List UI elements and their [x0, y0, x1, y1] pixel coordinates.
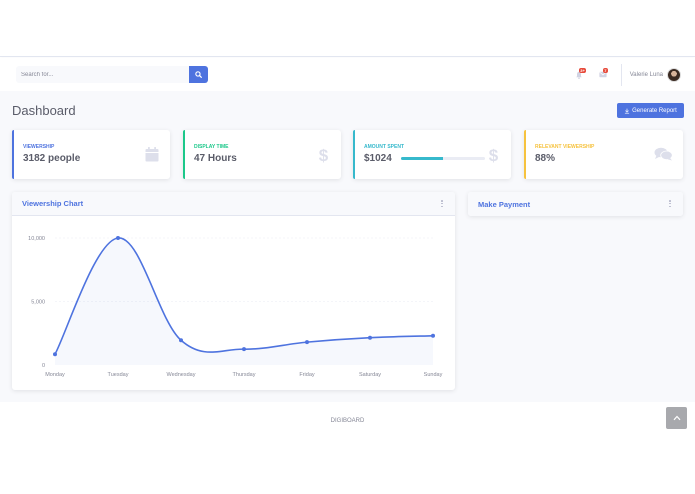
calendar-icon	[144, 145, 160, 163]
viewership-line-chart: 0 5,000 10,000 Monday Tuesday Wednesday Thursd…	[28, 236, 443, 378]
footer: DIGIBOARD	[0, 402, 695, 440]
ellipsis-v-icon[interactable]	[441, 200, 443, 207]
card-accent	[353, 130, 355, 179]
chart-point	[116, 236, 120, 240]
navbar-right: 3+ 7 Valerie Luna	[567, 58, 695, 91]
card-amount-spent: AMOUNT SPENT $1024 $	[353, 130, 511, 179]
search-icon	[195, 71, 202, 78]
ellipsis-v-icon[interactable]	[669, 200, 671, 207]
envelope-icon	[599, 71, 607, 78]
chart-point	[53, 352, 57, 357]
chart-x-tick-label: Monday	[45, 372, 65, 378]
svg-text:$: $	[318, 146, 328, 163]
dollar-icon: $	[485, 145, 501, 163]
card-relevant-viewership: RELEVANT VIEWERSHIP 88%	[524, 130, 683, 179]
panel-header: Make Payment	[468, 192, 683, 216]
chart-point	[431, 333, 435, 338]
viewership-chart-panel: Viewership Chart 0 5,000 10,000 Monday Tuesd…	[12, 192, 455, 390]
chart-x-tick-label: Thursday	[233, 372, 256, 378]
dollar-icon: $	[315, 145, 331, 163]
card-value: $1024	[364, 153, 392, 164]
chart-point	[368, 335, 372, 340]
user-name[interactable]: Valerie Luna	[629, 71, 663, 78]
card-label: DISPLAY TIME	[194, 144, 229, 150]
progress-fill	[401, 157, 443, 160]
avatar[interactable]	[667, 67, 681, 82]
comments-icon	[653, 145, 673, 163]
panel-title: Viewership Chart	[22, 199, 84, 208]
chart-y-tick-label: 10,000	[28, 236, 45, 242]
chart-x-tick-label: Wednesday	[167, 372, 196, 378]
generate-report-label: Generate Report	[632, 107, 677, 114]
card-value: 88%	[535, 153, 556, 164]
progress-bar	[401, 157, 485, 160]
chart-point	[179, 338, 183, 343]
top-navbar: 3+ 7 Valerie Luna	[0, 58, 695, 91]
chart-y-tick-label: 5,000	[31, 300, 45, 306]
chart-point	[242, 347, 246, 352]
chart-x-tick-label: Sunday	[424, 372, 443, 378]
messages-badge: 7	[602, 68, 608, 73]
footer-text: DIGIBOARD	[330, 418, 365, 424]
search-input[interactable]	[16, 66, 189, 83]
topbar-divider	[620, 63, 622, 86]
top-blank-area	[0, 0, 695, 57]
search-button[interactable]	[189, 66, 208, 83]
chart-series-line	[54, 237, 434, 355]
main-content: Dashboard Generate Report VIEWERSHIP 318…	[0, 91, 695, 402]
search-form	[16, 66, 208, 83]
card-label: RELEVANT VIEWERSHIP	[535, 144, 595, 150]
card-accent	[12, 130, 14, 179]
card-label: VIEWERSHIP	[23, 144, 55, 150]
card-value: 3182 people	[23, 153, 81, 164]
card-display-time: DISPLAY TIME 47 Hours $	[183, 130, 341, 179]
scroll-to-top-button[interactable]	[666, 407, 687, 429]
alerts-badge: 3+	[578, 68, 587, 73]
chart-point	[305, 340, 309, 345]
chart-x-tick-label: Tuesday	[108, 372, 129, 378]
chevron-up-icon	[673, 415, 680, 421]
messages-dropdown[interactable]: 7	[591, 58, 615, 91]
card-value: 47 Hours	[194, 153, 237, 164]
chart-x-tick-label: Friday	[299, 372, 315, 378]
download-icon	[625, 108, 630, 114]
generate-report-button[interactable]: Generate Report	[617, 103, 684, 118]
bottom-blank-area	[0, 440, 695, 494]
alerts-dropdown[interactable]: 3+	[567, 58, 591, 91]
page-title: Dashboard	[12, 103, 76, 118]
chart-x-tick-label: Saturday	[359, 372, 381, 378]
panel-header: Viewership Chart	[12, 192, 455, 216]
svg-text:$: $	[488, 146, 498, 163]
card-accent	[524, 130, 526, 179]
chart-y-tick-label: 0	[42, 363, 45, 369]
card-accent	[183, 130, 185, 179]
chart-area-fill	[55, 237, 433, 365]
make-payment-panel: Make Payment	[468, 192, 683, 216]
card-viewership: VIEWERSHIP 3182 people	[12, 130, 170, 179]
panel-title: Make Payment	[478, 199, 531, 209]
card-label: AMOUNT SPENT	[364, 144, 404, 150]
